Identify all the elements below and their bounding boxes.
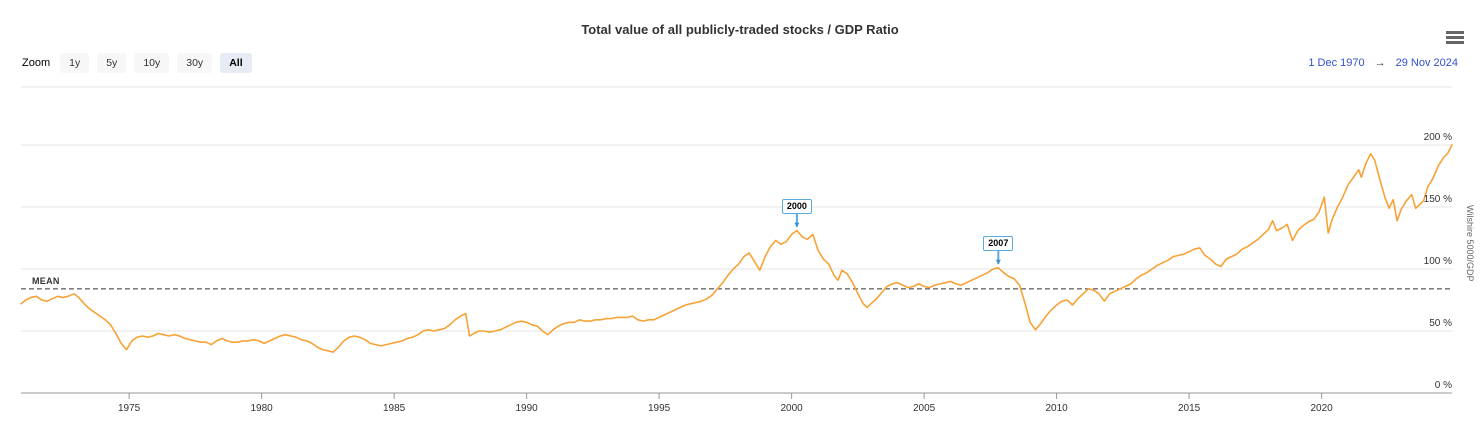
range-button-5y[interactable]: 5y <box>97 53 127 73</box>
range-button-all[interactable]: All <box>220 53 252 73</box>
range-from-date[interactable]: 1 Dec 1970 <box>1308 57 1365 69</box>
yaxis-title: Wilshire 5000/GDP <box>1465 205 1475 282</box>
x-axis-label: 1990 <box>515 403 538 414</box>
hamburger-icon <box>1446 31 1464 34</box>
range-arrow-icon: → <box>1374 57 1386 69</box>
hamburger-icon <box>1446 36 1464 39</box>
annotation-pointer-icon <box>995 259 1001 265</box>
hamburger-icon <box>1446 41 1464 44</box>
y-axis-label: 100 % <box>1423 256 1452 267</box>
series-line <box>20 144 1453 353</box>
x-axis-label: 2010 <box>1045 403 1068 414</box>
y-axis-label: 200 % <box>1423 132 1452 144</box>
zoom-toolbar: Zoom 1y 5y 10y 30y All <box>22 53 260 73</box>
x-axis-label: 2015 <box>1177 403 1201 414</box>
range-button-1y[interactable]: 1y <box>60 53 90 73</box>
range-buttons: 1y 5y 10y 30y All <box>60 53 259 73</box>
annotation-2007[interactable]: 2007 <box>983 235 1014 251</box>
x-axis-label: 2000 <box>780 403 803 414</box>
x-axis-label: 2020 <box>1310 403 1333 414</box>
x-axis-label: 1985 <box>382 403 406 414</box>
y-axis-label: 50 % <box>1429 318 1452 329</box>
annotation-pointer-icon <box>794 222 800 228</box>
date-range-display: 1 Dec 1970 → 29 Nov 2024 <box>1308 57 1458 69</box>
chart-title: Total value of all publicly-traded stock… <box>581 22 899 37</box>
zoom-label: Zoom <box>22 57 51 69</box>
annotation-2000[interactable]: 2000 <box>781 198 812 214</box>
range-button-10y[interactable]: 10y <box>134 53 170 73</box>
menu-button[interactable] <box>1446 31 1466 47</box>
mean-label: MEAN <box>32 275 60 286</box>
y-axis-label: 150 % <box>1423 194 1452 206</box>
x-axis-label: 1975 <box>117 403 141 414</box>
range-button-30y[interactable]: 30y <box>177 53 213 73</box>
x-axis-label: 1980 <box>250 403 273 414</box>
y-axis-label: 0 % <box>1434 380 1452 391</box>
x-axis-label: 1995 <box>647 403 671 414</box>
x-axis-label: 2005 <box>912 403 936 414</box>
range-to-date[interactable]: 29 Nov 2024 <box>1395 57 1458 69</box>
